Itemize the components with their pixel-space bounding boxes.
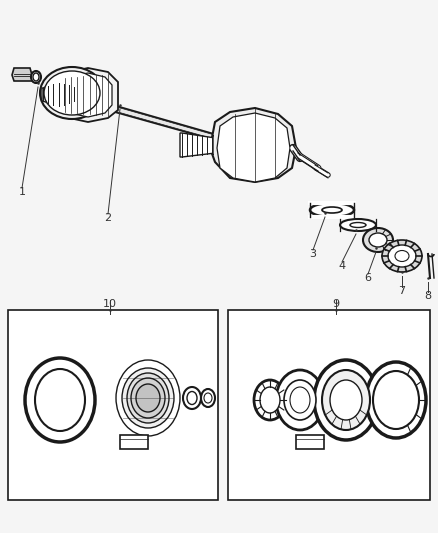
Ellipse shape xyxy=(260,387,280,413)
Polygon shape xyxy=(12,68,32,81)
Text: 2: 2 xyxy=(104,213,112,223)
Ellipse shape xyxy=(382,240,422,272)
Polygon shape xyxy=(217,113,290,182)
Ellipse shape xyxy=(314,360,378,440)
Ellipse shape xyxy=(322,370,370,430)
Ellipse shape xyxy=(322,207,342,213)
Ellipse shape xyxy=(31,71,41,83)
Ellipse shape xyxy=(330,380,362,420)
Text: 8: 8 xyxy=(424,291,431,301)
Ellipse shape xyxy=(35,369,85,431)
Polygon shape xyxy=(60,73,112,117)
Text: 7: 7 xyxy=(399,286,406,296)
Ellipse shape xyxy=(276,370,324,430)
Bar xyxy=(296,435,324,449)
Polygon shape xyxy=(210,108,296,182)
Ellipse shape xyxy=(33,73,39,81)
Ellipse shape xyxy=(290,387,310,413)
Text: 10: 10 xyxy=(103,299,117,309)
Polygon shape xyxy=(55,68,118,122)
Text: 6: 6 xyxy=(364,273,371,283)
Ellipse shape xyxy=(44,71,100,115)
Ellipse shape xyxy=(187,392,197,405)
Text: 3: 3 xyxy=(310,249,317,259)
Ellipse shape xyxy=(131,378,165,418)
Ellipse shape xyxy=(363,228,393,252)
Polygon shape xyxy=(75,95,225,142)
Bar xyxy=(8,310,218,500)
Ellipse shape xyxy=(40,67,104,119)
Ellipse shape xyxy=(254,380,286,420)
Ellipse shape xyxy=(116,360,180,436)
Polygon shape xyxy=(180,133,213,157)
Ellipse shape xyxy=(127,373,169,423)
Ellipse shape xyxy=(310,203,354,217)
Ellipse shape xyxy=(350,222,366,228)
Text: 1: 1 xyxy=(18,187,25,197)
Bar xyxy=(228,310,430,500)
Ellipse shape xyxy=(373,371,419,429)
Ellipse shape xyxy=(136,384,160,412)
Ellipse shape xyxy=(204,393,212,403)
Ellipse shape xyxy=(122,368,174,428)
Ellipse shape xyxy=(366,362,426,438)
Text: 4: 4 xyxy=(339,261,346,271)
Ellipse shape xyxy=(25,358,95,442)
Ellipse shape xyxy=(395,251,409,262)
Ellipse shape xyxy=(340,219,376,231)
Polygon shape xyxy=(42,83,75,106)
Ellipse shape xyxy=(284,380,316,420)
Ellipse shape xyxy=(183,387,201,409)
Ellipse shape xyxy=(201,389,215,407)
Ellipse shape xyxy=(369,233,387,247)
Text: 9: 9 xyxy=(332,299,339,309)
Bar xyxy=(120,435,148,449)
Ellipse shape xyxy=(388,245,416,267)
